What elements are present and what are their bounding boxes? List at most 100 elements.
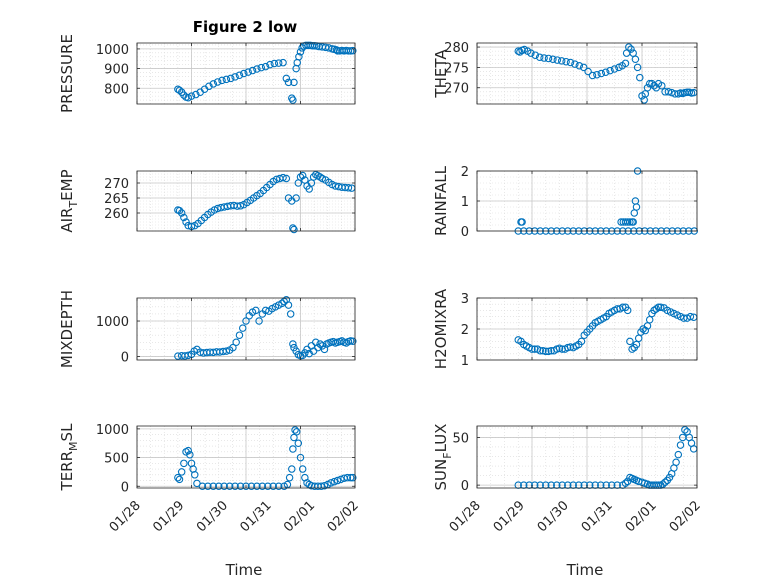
data-point (643, 83, 652, 92)
y-tick-label: 0 (121, 480, 129, 495)
data-point (274, 59, 283, 67)
data-point (557, 57, 566, 65)
data-point (296, 453, 305, 462)
data-point (257, 63, 266, 72)
data-point (531, 51, 540, 59)
data-point (184, 446, 192, 455)
data-point (222, 75, 231, 84)
data-point (298, 171, 307, 180)
data-point (571, 60, 579, 68)
data-point (344, 184, 353, 192)
x-tick-label: 02/01 (281, 498, 318, 535)
data-point (274, 482, 283, 491)
data-point (681, 426, 689, 434)
x-axis-label: Time (566, 561, 604, 579)
data-point (631, 55, 640, 64)
data-point (292, 427, 301, 436)
y-axis-label: THETA (432, 49, 450, 99)
data-point (544, 54, 553, 63)
data-point (290, 78, 298, 87)
data-point (530, 345, 539, 353)
data-point (289, 340, 297, 348)
y-tick-label: 275 (444, 61, 469, 76)
data-point (295, 53, 303, 61)
y-axis-label: SUNFLUX (432, 424, 454, 491)
data-point (291, 426, 299, 434)
data-point (577, 337, 586, 346)
y-tick-label: 2 (461, 165, 469, 180)
data-point (343, 473, 352, 482)
data-point (337, 475, 345, 484)
y-axis-label: MIXDEPTH (58, 290, 76, 368)
data-point (346, 473, 355, 482)
data-point (225, 482, 234, 491)
data-point (290, 225, 298, 234)
data-point (528, 345, 536, 353)
data-series (174, 296, 357, 360)
data-point (235, 331, 244, 339)
data-point (645, 79, 654, 88)
data-point (186, 450, 194, 459)
x-axis-label: Time (225, 561, 263, 579)
data-point (621, 59, 630, 68)
data-point (198, 482, 207, 491)
data-point (613, 305, 621, 313)
data-point (518, 218, 526, 226)
data-point (317, 482, 325, 491)
data-point (266, 60, 274, 69)
y-tick-label: 50 (452, 431, 469, 446)
data-point (298, 351, 307, 360)
data-point (253, 482, 261, 491)
data-point (320, 481, 329, 490)
data-point (627, 45, 635, 53)
data-point (547, 346, 555, 355)
data-point (204, 482, 212, 491)
data-series (514, 303, 698, 356)
data-point (180, 213, 188, 222)
data-point (652, 305, 661, 313)
data-point (349, 337, 357, 345)
data-point (686, 312, 695, 321)
y-tick-label: 1000 (96, 43, 129, 58)
data-point (661, 478, 669, 487)
data-point (610, 65, 619, 73)
data-point (242, 482, 250, 491)
data-point (544, 347, 553, 356)
data-point (238, 324, 247, 332)
data-point (177, 209, 186, 217)
y-tick-label: 270 (444, 82, 469, 97)
data-point (253, 65, 261, 73)
data-point (558, 345, 566, 353)
figure-title: Figure 2 low (193, 18, 298, 36)
y-axis-label: TERRMSL (58, 423, 80, 492)
y-tick-label: 1 (461, 354, 469, 369)
data-point (588, 71, 597, 80)
data-point (261, 306, 270, 315)
data-series (174, 170, 356, 234)
data-point (593, 70, 601, 79)
data-point (641, 326, 650, 335)
data-point (279, 58, 287, 67)
x-tick-label: 02/02 (667, 498, 704, 535)
data-point (270, 59, 279, 68)
data-point (553, 56, 562, 64)
data-point (621, 479, 630, 487)
data-point (305, 349, 313, 358)
data-point (633, 63, 642, 72)
data-point (226, 74, 235, 83)
data-point (333, 476, 342, 485)
data-point (240, 69, 248, 78)
panel-pressure: 800 900 1000 PRESSURE (58, 34, 357, 113)
data-point (232, 338, 240, 347)
data-point (236, 202, 245, 210)
data-point (174, 473, 182, 482)
data-point (536, 346, 544, 355)
data-point (264, 482, 272, 491)
data-point (284, 78, 293, 87)
y-tick-label: 260 (104, 207, 129, 222)
data-point (632, 203, 641, 211)
y-tick-label: 1 (461, 195, 469, 210)
data-point (285, 473, 294, 482)
